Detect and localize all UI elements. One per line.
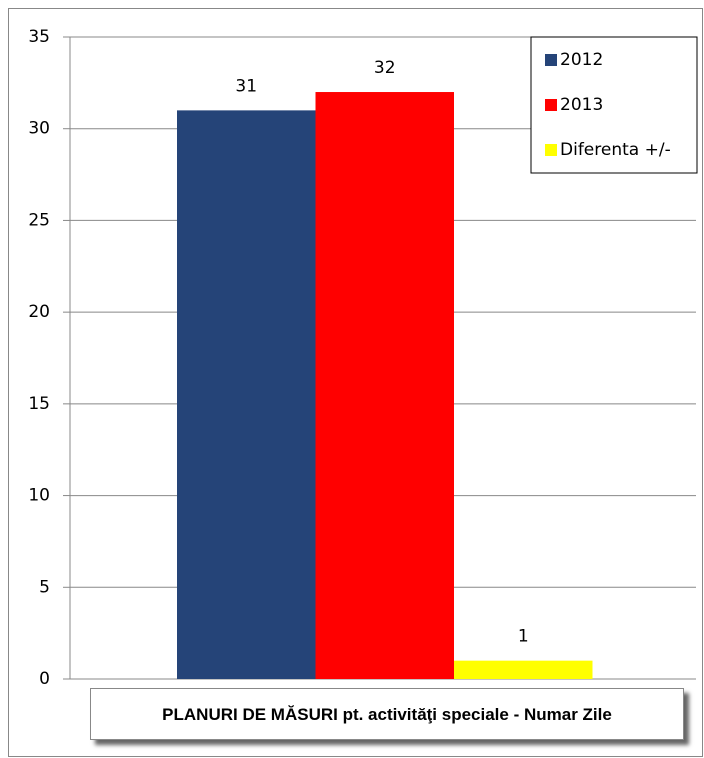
bar xyxy=(315,92,454,680)
y-tick-label: 10 xyxy=(28,486,50,506)
bar xyxy=(454,660,593,679)
legend-label: 2013 xyxy=(560,95,603,115)
legend-box xyxy=(530,36,698,174)
legend-label: Diferenta +/- xyxy=(560,140,671,160)
y-tick-label: 35 xyxy=(28,27,50,47)
y-tick-label: 15 xyxy=(28,394,50,414)
legend-swatch xyxy=(545,99,557,111)
y-tick-label: 0 xyxy=(39,669,50,689)
y-tick-label: 25 xyxy=(28,210,50,230)
legend-swatch xyxy=(545,144,557,156)
legend-swatch xyxy=(545,54,557,66)
y-tick-label: 20 xyxy=(28,302,50,322)
data-label: 31 xyxy=(235,76,257,96)
y-tick-label: 5 xyxy=(39,577,50,597)
y-tick-label: 30 xyxy=(28,119,50,139)
data-label: 32 xyxy=(374,58,396,78)
data-label: 1 xyxy=(518,627,529,647)
chart-title: PLANURI DE MĂSURI pt. activităţi special… xyxy=(90,688,684,740)
bar xyxy=(177,110,316,679)
legend-label: 2012 xyxy=(560,50,603,70)
